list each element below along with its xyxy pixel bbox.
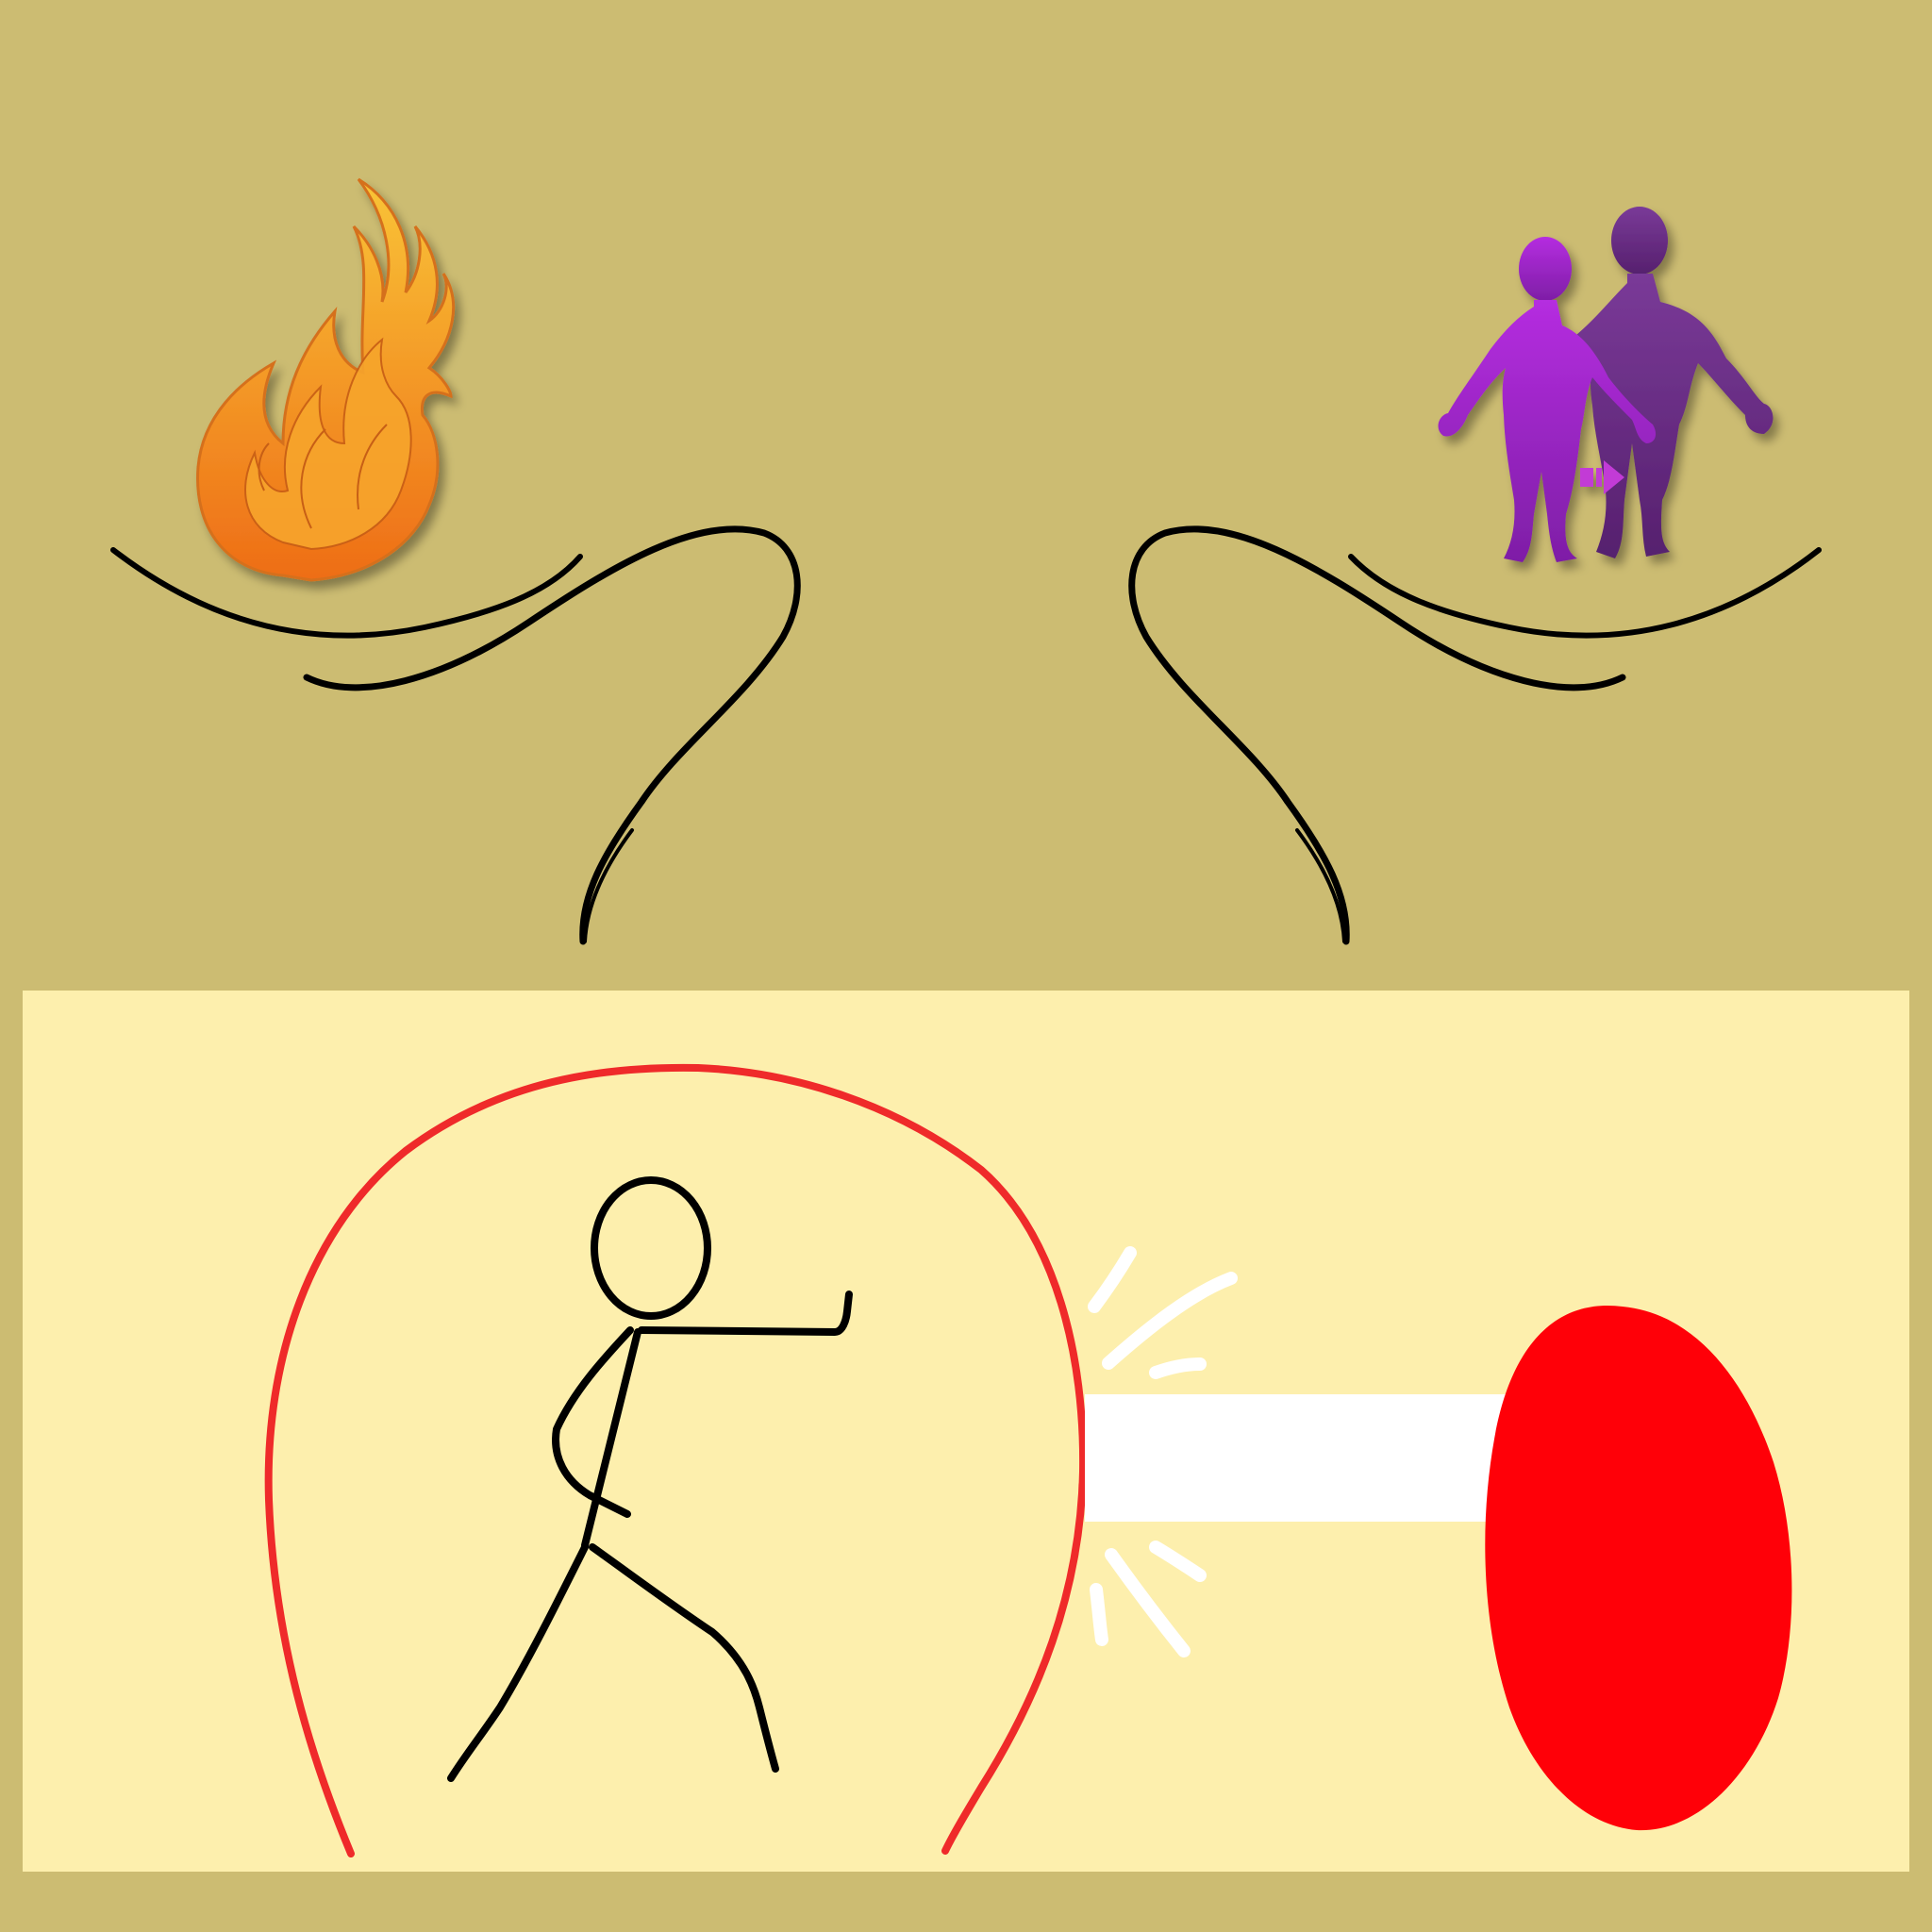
right-hand-outline: [1128, 525, 1822, 945]
stick-figure-arm-extended: [638, 1291, 853, 1336]
impact-lines-bottom: [1090, 1541, 1207, 1657]
flame-icon: [196, 177, 456, 582]
red-oval-projectile: [1485, 1305, 1792, 1831]
stick-figure-arm-bent: [552, 1326, 634, 1518]
stick-figure: [447, 1176, 853, 1782]
stick-figure-leg-front: [589, 1543, 779, 1773]
impact-lines-top: [1088, 1246, 1238, 1379]
figure-back: [1571, 207, 1774, 558]
two-figures-icon: [1438, 207, 1774, 562]
stick-figure-head: [591, 1176, 711, 1320]
stick-figure-leg-back: [447, 1543, 589, 1782]
beam: [1085, 1394, 1514, 1522]
left-hand-outline: [110, 525, 801, 945]
stick-figure-torso: [581, 1328, 641, 1549]
figure-front: [1438, 237, 1657, 562]
shield-dome: [264, 1063, 1088, 1857]
arrow-icon: [1580, 460, 1624, 494]
